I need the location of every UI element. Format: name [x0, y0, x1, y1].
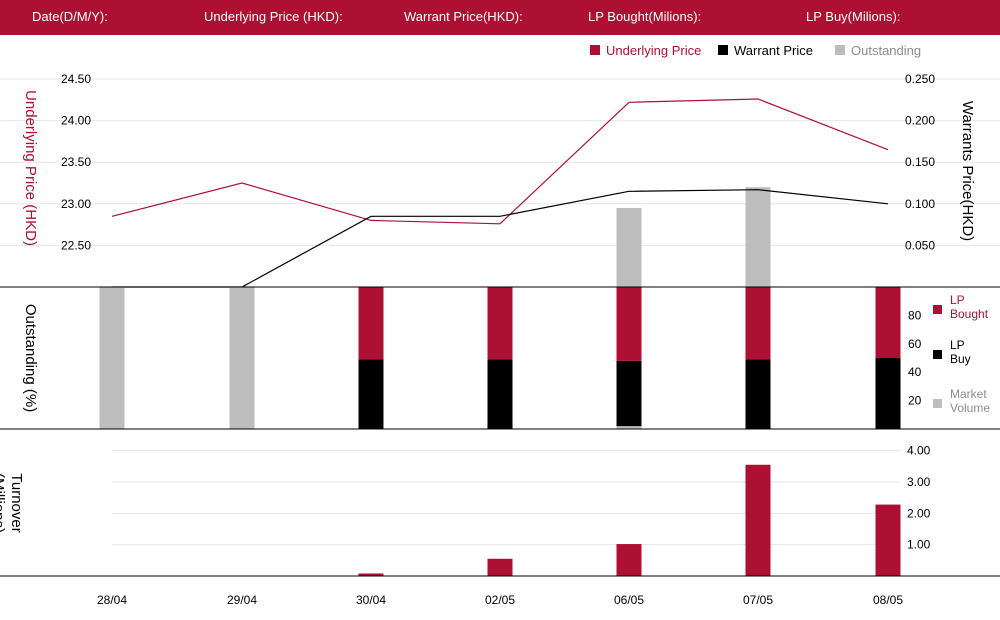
legend-swatch-1 — [718, 45, 728, 55]
stacked-bar-market-volume-29/04 — [229, 287, 255, 429]
price-right-tick: 0.150 — [905, 155, 935, 169]
header-lp-buy-label: LP Buy(Milions): — [806, 9, 901, 24]
underlying-axis-label: Underlying Price (HKD) — [22, 90, 39, 246]
legend-swatch-2 — [835, 45, 845, 55]
legend2-swatch-2 — [933, 399, 942, 408]
header-warrant-label: Warrant Price(HKD): — [404, 9, 523, 24]
stacked-bar-lp-buy-07/05 — [745, 359, 771, 429]
price-left-tick: 23.00 — [61, 197, 91, 211]
stacked-bar-lp-buy-08/05 — [875, 358, 901, 429]
header-bar: Date(D/M/Y): Underlying Price (HKD): War… — [0, 0, 1000, 35]
turnover-bar-08/05 — [875, 504, 901, 576]
outstanding-tick: 40 — [908, 365, 922, 379]
price-right-tick: 0.200 — [905, 114, 935, 128]
legend2-swatch-1 — [933, 350, 942, 359]
outstanding-tick: 20 — [908, 394, 922, 408]
outstanding-bar-06/05 — [616, 207, 642, 287]
x-tick-02/05: 02/05 — [485, 593, 515, 607]
turnover-tick: 1.00 — [907, 538, 931, 552]
stacked-bar-lp-bought-02/05 — [487, 287, 513, 360]
turnover-bar-30/04 — [358, 573, 384, 576]
legend2-label-1-b: Buy — [950, 352, 971, 366]
header-date-label: Date(D/M/Y): — [32, 9, 108, 24]
x-tick-29/04: 29/04 — [227, 593, 257, 607]
legend2-swatch-0 — [933, 305, 942, 314]
legend2-label-2-a: Market — [950, 387, 987, 401]
x-tick-28/04: 28/04 — [97, 593, 127, 607]
x-tick-08/05: 08/05 — [873, 593, 903, 607]
underlying-price-line — [111, 98, 889, 225]
price-left-tick: 23.50 — [61, 155, 91, 169]
stacked-bar-market-volume-06/05 — [616, 426, 642, 429]
price-left-tick: 22.50 — [61, 238, 91, 252]
turnover-tick: 3.00 — [907, 475, 931, 489]
warrant-axis-label: Warrants Price(HKD) — [959, 101, 976, 241]
legend2-label-1-a: LP — [950, 338, 965, 352]
price-right-tick: 0.100 — [905, 197, 935, 211]
legend2-label-0-b: Bought — [950, 307, 989, 321]
stacked-bar-lp-bought-06/05 — [616, 287, 642, 361]
legend-label-2: Outstanding — [851, 43, 921, 58]
x-tick-07/05: 07/05 — [743, 593, 773, 607]
turnover-axis-label-b: (Millions) — [0, 473, 7, 533]
price-right-tick: 0.050 — [905, 238, 935, 252]
legend-label-0: Underlying Price — [606, 43, 701, 58]
x-tick-30/04: 30/04 — [356, 593, 386, 607]
turnover-tick: 4.00 — [907, 444, 931, 458]
price-left-tick: 24.00 — [61, 114, 91, 128]
outstanding-tick: 60 — [908, 337, 922, 351]
turnover-axis-label-a: Turnover — [8, 473, 25, 532]
legend-swatch-0 — [590, 45, 600, 55]
outstanding-tick: 80 — [908, 308, 922, 322]
stacked-bar-lp-buy-02/05 — [487, 359, 513, 429]
outstanding-bar-07/05 — [745, 187, 771, 287]
price-right-tick: 0.250 — [905, 72, 935, 86]
outstanding-axis-label: Outstanding (%) — [22, 304, 39, 412]
stacked-bar-lp-bought-30/04 — [358, 287, 384, 360]
header-lp-bought-label: LP Bought(Milions): — [588, 9, 702, 24]
stacked-bar-market-volume-28/04 — [99, 287, 125, 429]
price-left-tick: 24.50 — [61, 72, 91, 86]
turnover-bar-06/05 — [616, 544, 642, 576]
turnover-tick: 2.00 — [907, 506, 931, 520]
stacked-bar-lp-bought-08/05 — [875, 287, 901, 358]
stacked-bar-lp-buy-06/05 — [616, 360, 642, 427]
turnover-bar-07/05 — [745, 464, 771, 576]
legend2-label-0-a: LP — [950, 293, 965, 307]
header-underlying-label: Underlying Price (HKD): — [204, 9, 343, 24]
legend-label-1: Warrant Price — [734, 43, 813, 58]
stacked-bar-lp-buy-30/04 — [358, 359, 384, 429]
x-tick-06/05: 06/05 — [614, 593, 644, 607]
stacked-bar-lp-bought-07/05 — [745, 287, 771, 360]
turnover-bar-02/05 — [487, 558, 513, 576]
legend2-label-2-b: Volume — [950, 401, 990, 415]
